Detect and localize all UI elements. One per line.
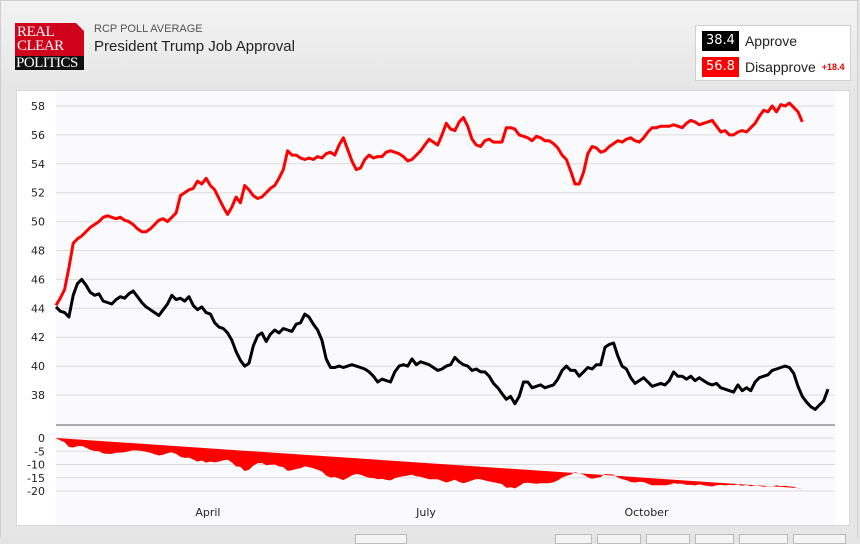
chart-title: President Trump Job Approval <box>94 38 295 55</box>
logo-line-1: REAL <box>17 24 55 40</box>
y-tick-label: 46 <box>31 273 45 286</box>
chart-svg: 38 40 42 44 46 48 50 52 54 56 58 0-5-10-15-20 April J… <box>27 91 835 525</box>
y-tick-label: 54 <box>31 158 45 171</box>
y-tick-label: 38 <box>31 389 45 402</box>
legend-item-approve[interactable]: 38.4 Approve <box>702 31 797 51</box>
spread-y-tick-label: -15 <box>27 472 45 485</box>
logo-line-3: POLITICS <box>15 56 84 71</box>
y-tick-label: 56 <box>31 129 45 142</box>
rcp-logo[interactable]: REAL CLEAR POLITICS <box>15 23 84 71</box>
x-tick-label: April <box>195 506 220 519</box>
series-line-disapprove[interactable] <box>54 101 804 307</box>
x-tick-label: July <box>415 506 436 519</box>
range-button-3[interactable] <box>597 534 641 544</box>
spread-y-tick-label: -10 <box>27 459 45 472</box>
series-line-approve[interactable] <box>54 277 830 411</box>
y-tick-label: 42 <box>31 331 45 344</box>
chart-subtitle: RCP POLL AVERAGE <box>94 23 203 35</box>
y-tick-label: 44 <box>31 302 45 315</box>
range-button-2[interactable] <box>555 534 592 544</box>
y-tick-label: 58 <box>31 100 45 113</box>
x-tick-label: October <box>624 506 668 519</box>
spread-y-tick-label: 0 <box>38 432 45 445</box>
spread-y-tick-label: -5 <box>34 445 45 458</box>
disapprove-value-badge: 56.8 <box>702 57 739 77</box>
range-button-5[interactable] <box>695 534 734 544</box>
legend-item-disapprove[interactable]: 56.8 Disapprove +18.4 <box>702 57 845 77</box>
spread-y-tick-label: -20 <box>27 485 45 498</box>
range-button-6[interactable] <box>739 534 788 544</box>
spread-value: +18.4 <box>821 62 845 72</box>
y-tick-label: 50 <box>31 216 45 229</box>
spread-area <box>56 438 803 489</box>
approve-label: Approve <box>744 33 798 49</box>
disapprove-label: Disapprove <box>744 59 816 75</box>
logo-line-2: CLEAR <box>17 38 64 54</box>
y-tick-label: 52 <box>31 187 45 200</box>
legend: 38.4 Approve 56.8 Disapprove +18.4 <box>695 25 851 81</box>
range-button-bar <box>1 527 859 544</box>
y-tick-label: 48 <box>31 245 45 258</box>
y-tick-label: 40 <box>31 360 45 373</box>
range-button-7[interactable] <box>793 534 846 544</box>
approve-value-badge: 38.4 <box>702 31 739 51</box>
range-button-1[interactable] <box>355 534 407 544</box>
range-button-4[interactable] <box>646 534 690 544</box>
plot-area[interactable]: 38 40 42 44 46 48 50 52 54 56 58 0 -5 -10 -15 -20 April J… <box>16 90 850 526</box>
